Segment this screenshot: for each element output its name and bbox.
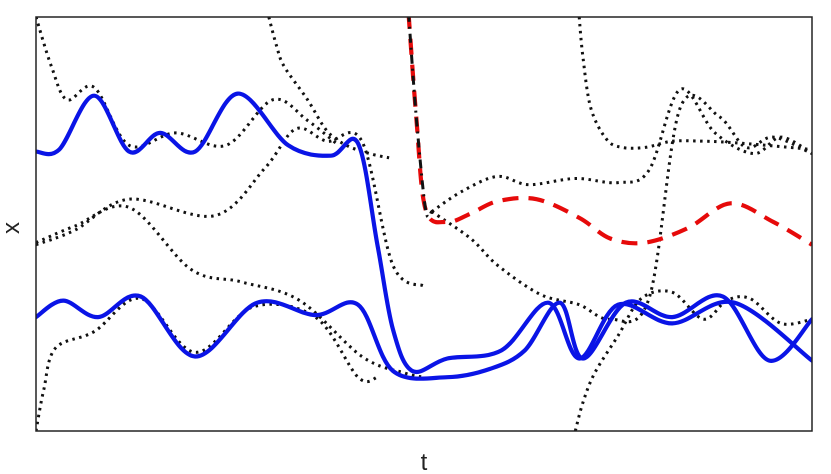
series-line-dotted-4	[36, 128, 424, 286]
series-layer	[36, 13, 812, 431]
series-line-dotted-6	[36, 298, 377, 431]
y-axis-label: x	[0, 222, 25, 234]
series-line-dotted-10	[579, 17, 812, 150]
series-line-solid-1	[36, 295, 812, 378]
series-line-dotted-3	[36, 17, 339, 147]
x-axis-label: t	[421, 449, 428, 474]
series-line-dotted-5	[36, 206, 424, 377]
series-line-dotted-9	[432, 95, 812, 322]
series-line-dashed-2	[409, 13, 813, 245]
series-line-solid-0	[36, 94, 812, 372]
series-line-dotted-8	[432, 89, 812, 212]
